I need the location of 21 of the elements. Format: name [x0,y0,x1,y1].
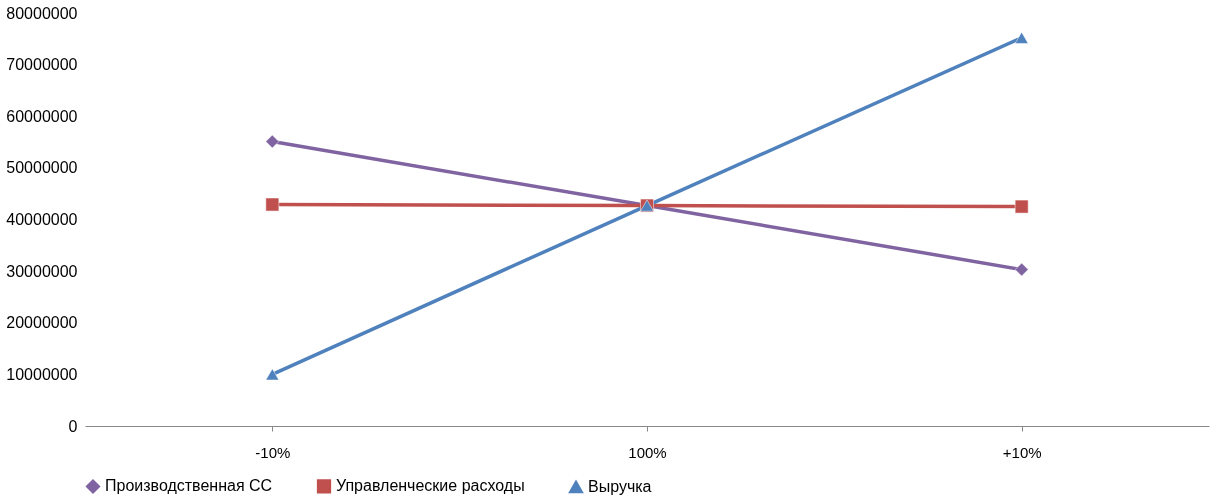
y-tick-label: 0 [68,417,78,435]
y-tick-label: 50000000 [6,159,78,177]
point [1014,31,1029,44]
y-tick-label: 10000000 [6,365,78,383]
point [265,368,280,381]
legend-label: Выручка [588,477,652,495]
y-tick-label: 60000000 [6,107,78,125]
point [1014,262,1029,277]
x-tick-label: -10% [255,443,291,461]
point [265,197,280,212]
legend-label: Производственная СС [105,477,273,495]
y-tick-label: 80000000 [6,4,78,22]
y-tick-label: 30000000 [6,262,78,280]
point [265,134,280,149]
legend-label: Управленческие расходы [336,477,525,495]
x-tick-label: +10% [1002,443,1042,461]
point [1014,199,1029,214]
y-tick-label: 20000000 [6,314,78,332]
y-tick-label: 70000000 [6,56,78,74]
y-tick-label: 40000000 [6,211,78,228]
x-tick-label: 100% [628,443,667,461]
